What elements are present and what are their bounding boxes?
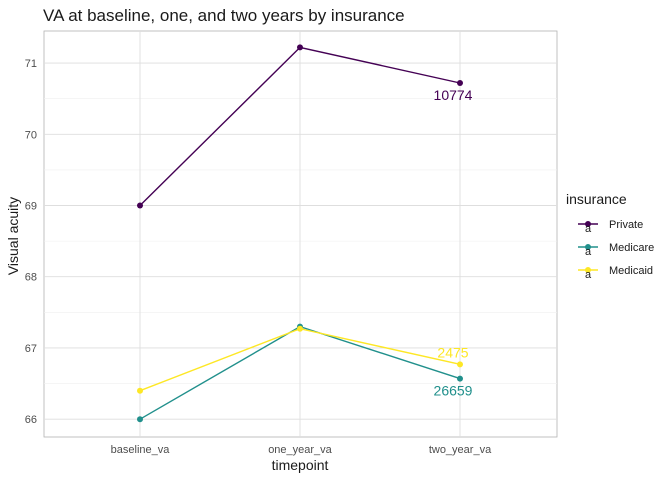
- legend-label-private: Private: [609, 219, 643, 231]
- y-tick-label: 70: [25, 129, 37, 141]
- legend: insurance a Private a Medicare a Medicaid: [566, 191, 654, 281]
- end-labels: 10774 26659 2475: [434, 87, 473, 399]
- legend-items: a Private a Medicare a Medicaid: [578, 219, 654, 281]
- end-label-private: 10774: [434, 87, 473, 103]
- legend-item-medicare: a Medicare: [578, 242, 654, 258]
- x-axis-ticks: baseline_va one_year_va two_year_va: [111, 444, 492, 456]
- y-axis-title: Visual acuity: [5, 197, 21, 275]
- x-tick-label: one_year_va: [268, 444, 332, 456]
- major-gridlines: [44, 31, 557, 437]
- point-medicare-two_year_va: [457, 375, 463, 382]
- end-label-medicaid: 2475: [437, 344, 468, 360]
- plot-panel: [43, 30, 558, 438]
- point-medicaid-one_year_va: [297, 325, 303, 332]
- y-tick-label: 71: [25, 58, 37, 70]
- x-axis-title: timepoint: [272, 457, 329, 473]
- legend-key-point: [585, 221, 591, 227]
- legend-title: insurance: [566, 191, 627, 207]
- y-tick-label: 67: [25, 343, 37, 355]
- chart-title: VA at baseline, one, and two years by in…: [43, 6, 405, 25]
- legend-label-medicare: Medicare: [609, 242, 654, 254]
- legend-label-medicaid: Medicaid: [609, 265, 653, 277]
- legend-key-glyph: a: [585, 269, 592, 281]
- end-label-medicare: 26659: [434, 383, 473, 399]
- point-medicaid-two_year_va: [457, 361, 463, 368]
- point-private-one_year_va: [297, 44, 303, 51]
- y-axis-ticks: 66 67 68 69 70 71: [25, 58, 37, 426]
- y-tick-label: 66: [25, 414, 37, 426]
- point-medicaid-baseline_va: [137, 387, 143, 394]
- point-private-two_year_va: [457, 79, 463, 86]
- x-tick-label: two_year_va: [429, 444, 492, 456]
- x-tick-label: baseline_va: [111, 444, 171, 456]
- point-medicare-baseline_va: [137, 416, 143, 423]
- legend-item-private: a Private: [578, 219, 643, 235]
- y-tick-label: 68: [25, 272, 37, 284]
- series-points: [137, 44, 463, 423]
- legend-key-point: [585, 244, 591, 250]
- legend-key-glyph: a: [585, 246, 592, 258]
- y-tick-label: 69: [25, 201, 37, 213]
- plot-area: 10774 26659 2475: [43, 30, 558, 438]
- minor-gridlines: [44, 98, 557, 384]
- legend-key-point: [585, 267, 591, 273]
- point-private-baseline_va: [137, 202, 143, 209]
- legend-item-medicaid: a Medicaid: [578, 265, 653, 281]
- legend-key-glyph: a: [585, 223, 592, 235]
